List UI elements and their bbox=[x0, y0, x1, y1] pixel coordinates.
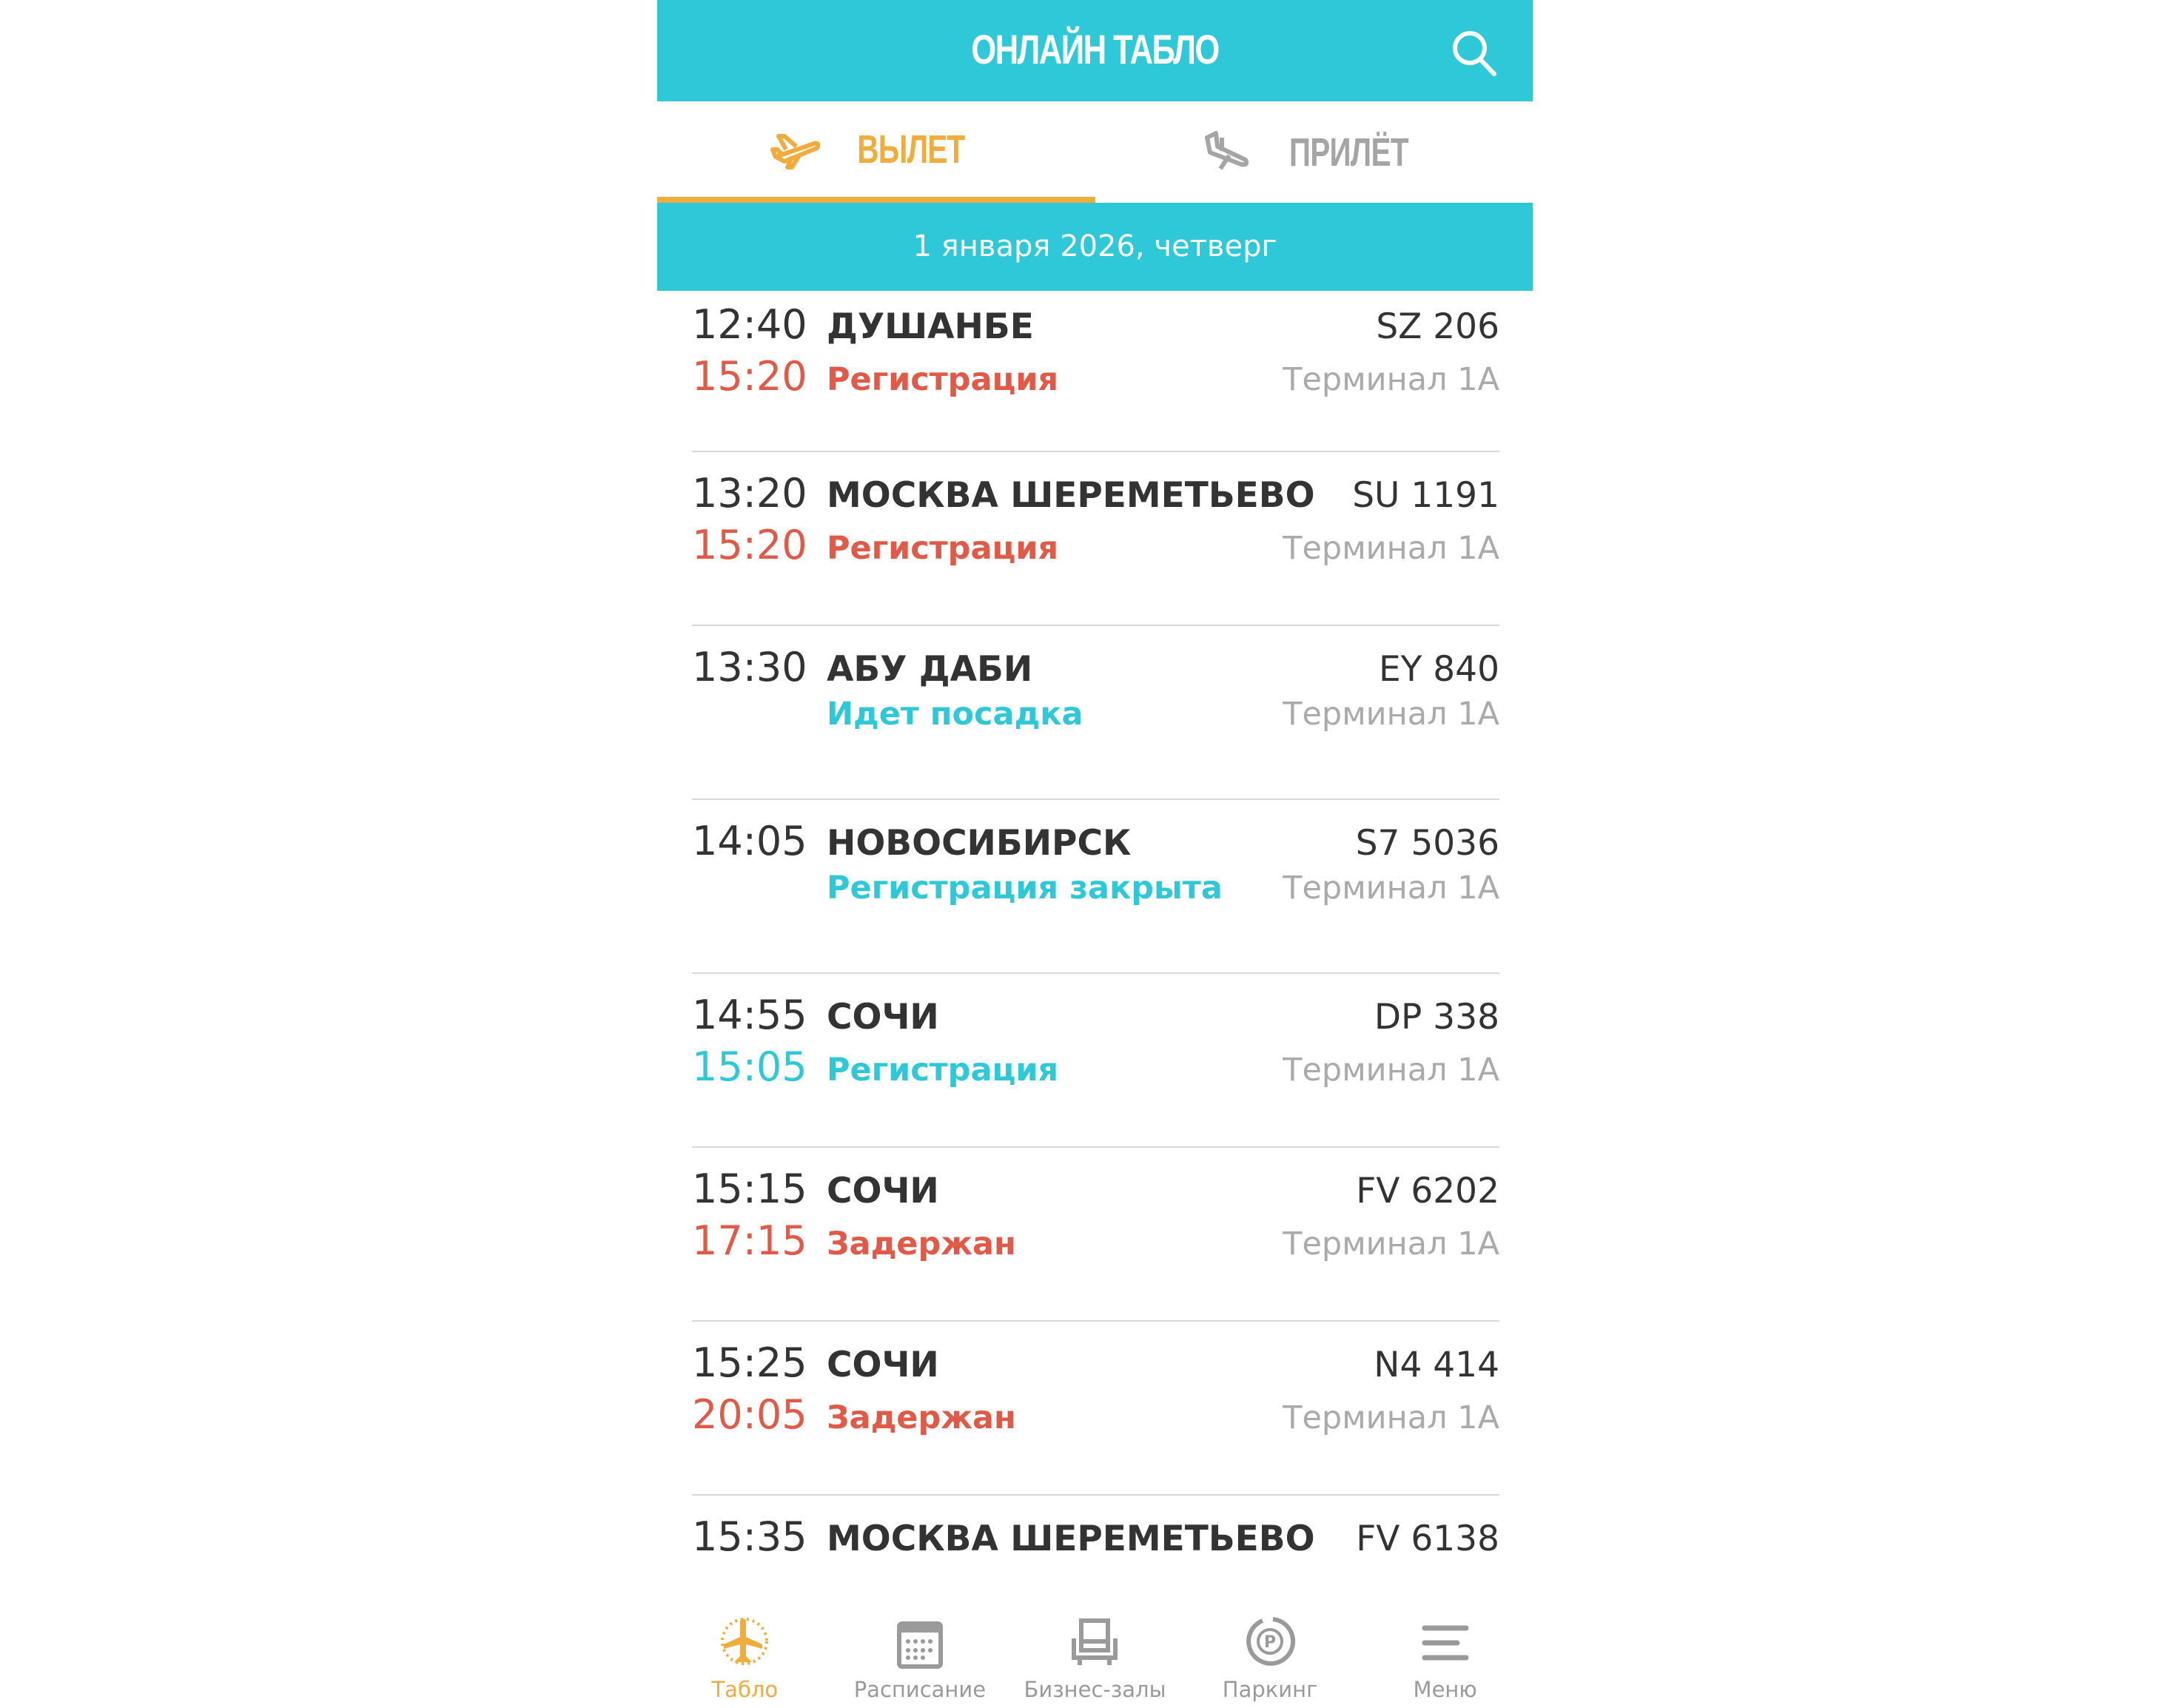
flight-row[interactable]: 14:05 НОВОСИБИРСК S7 5036 Регистрация закры… bbox=[657, 800, 1533, 974]
revised-time: 20:05 bbox=[692, 1391, 807, 1438]
flight-row[interactable]: 13:30 АБУ ДАБИ EY 840 Идет посадка Терминал … bbox=[657, 626, 1533, 800]
scheduled-time: 14:05 bbox=[692, 818, 807, 864]
nav-item-schedule[interactable]: Расписание bbox=[833, 1601, 1008, 1708]
nav-label: Меню bbox=[1413, 1677, 1477, 1702]
flight-row[interactable]: 13:20 МОСКВА ШЕРЕМЕТЬЕВО SU 1191 15:20 Регис… bbox=[657, 452, 1533, 626]
flight-number: DP 338 bbox=[1374, 997, 1499, 1038]
flight-number: FV 6202 bbox=[1356, 1171, 1499, 1211]
flight-list[interactable]: 12:40 ДУШАНБЕ SZ 206 15:20 Регистрация Термин… bbox=[657, 291, 1533, 1670]
destination: СОЧИ bbox=[827, 1171, 939, 1211]
flight-status: Регистрация bbox=[827, 361, 1059, 398]
flight-status: Задержан bbox=[827, 1399, 1016, 1436]
nav-label: Паркинг bbox=[1222, 1677, 1318, 1702]
plane-takeoff-icon bbox=[770, 133, 821, 169]
armchair-icon bbox=[1072, 1618, 1118, 1665]
tab-label: ПРИЛЁТ bbox=[1288, 130, 1409, 175]
destination: СОЧИ bbox=[827, 1345, 939, 1385]
svg-text:P: P bbox=[1264, 1633, 1276, 1652]
revised-time: 15:05 bbox=[692, 1043, 807, 1090]
destination: МОСКВА ШЕРЕМЕТЬЕВО bbox=[827, 1519, 1315, 1559]
terminal: Терминал 1А bbox=[1283, 530, 1499, 567]
destination: МОСКВА ШЕРЕМЕТЬЕВО bbox=[827, 475, 1315, 516]
flight-number: SU 1191 bbox=[1352, 475, 1499, 516]
tab-label: ВЫЛЕТ bbox=[857, 127, 965, 172]
scheduled-time: 13:20 bbox=[692, 470, 807, 517]
scheduled-time: 15:25 bbox=[692, 1339, 807, 1386]
row-divider bbox=[692, 972, 1499, 974]
revised-time: 15:20 bbox=[692, 522, 807, 568]
direction-tabs: ВЫЛЕТ ПРИЛЁТ bbox=[657, 101, 1533, 203]
flight-number: FV 6138 bbox=[1356, 1519, 1499, 1559]
terminal: Терминал 1А bbox=[1283, 1399, 1499, 1436]
tab-departure[interactable]: ВЫЛЕТ bbox=[657, 101, 1095, 203]
app-screen: ОНЛАЙН ТАБЛО ВЫЛЕТ ПРИЛЁТ 1 января 2026,… bbox=[657, 0, 1533, 1708]
tab-arrival[interactable]: ПРИЛЁТ bbox=[1095, 101, 1533, 203]
terminal: Терминал 1А bbox=[1283, 1225, 1499, 1262]
flight-row[interactable]: 12:40 ДУШАНБЕ SZ 206 15:20 Регистрация Термин… bbox=[657, 291, 1533, 452]
row-divider bbox=[692, 625, 1499, 626]
date-banner: 1 января 2026, четверг bbox=[657, 203, 1533, 291]
revised-time: 17:15 bbox=[692, 1217, 807, 1264]
flight-status: Регистрация закрыта bbox=[827, 870, 1223, 907]
nav-label: Табло bbox=[711, 1677, 779, 1702]
row-divider bbox=[692, 798, 1499, 800]
flight-status: Идет посадка bbox=[827, 696, 1083, 733]
scheduled-time: 15:35 bbox=[692, 1513, 807, 1560]
flight-row[interactable]: 15:15 СОЧИ FV 6202 17:15 Задержан Терминал 1А bbox=[657, 1148, 1533, 1322]
search-icon[interactable] bbox=[1448, 27, 1500, 78]
nav-item-board[interactable]: Табло bbox=[657, 1601, 833, 1708]
flight-number: EY 840 bbox=[1378, 649, 1499, 690]
flight-number: N4 414 bbox=[1374, 1345, 1499, 1385]
row-divider bbox=[692, 1494, 1499, 1496]
flight-number: S7 5036 bbox=[1355, 823, 1499, 864]
nav-label: Расписание bbox=[853, 1677, 987, 1702]
bottom-nav: Табло Расписание Бизнес-залы P Паркинг М… bbox=[657, 1601, 1533, 1708]
header: ОНЛАЙН ТАБЛО bbox=[657, 0, 1533, 101]
scheduled-time: 12:40 bbox=[692, 301, 807, 348]
calendar-icon bbox=[896, 1621, 943, 1669]
nav-label: Бизнес-залы bbox=[1024, 1677, 1166, 1702]
nav-item-parking[interactable]: P Паркинг bbox=[1183, 1601, 1358, 1708]
destination: СОЧИ bbox=[827, 997, 939, 1038]
menu-icon bbox=[1422, 1625, 1469, 1661]
destination: ДУШАНБЕ bbox=[827, 306, 1034, 347]
flight-status: Регистрация bbox=[827, 530, 1059, 567]
parking-icon: P bbox=[1246, 1617, 1296, 1666]
revised-time: 15:20 bbox=[692, 353, 807, 400]
scheduled-time: 13:30 bbox=[692, 644, 807, 690]
terminal: Терминал 1А bbox=[1283, 870, 1499, 907]
row-divider bbox=[692, 451, 1499, 452]
destination: АБУ ДАБИ bbox=[827, 649, 1033, 690]
terminal: Терминал 1А bbox=[1283, 1052, 1499, 1089]
nav-item-menu[interactable]: Меню bbox=[1357, 1601, 1533, 1708]
destination: НОВОСИБИРСК bbox=[827, 823, 1132, 864]
flight-row[interactable]: 14:55 СОЧИ DP 338 15:05 Регистрация Терминал … bbox=[657, 974, 1533, 1148]
scheduled-time: 14:55 bbox=[692, 992, 807, 1038]
nav-item-business-lounges[interactable]: Бизнес-залы bbox=[1007, 1601, 1183, 1708]
plane-landing-icon bbox=[1204, 130, 1249, 170]
flight-status: Задержан bbox=[827, 1225, 1016, 1262]
row-divider bbox=[692, 1320, 1499, 1322]
terminal: Терминал 1А bbox=[1283, 696, 1499, 733]
flight-status: Регистрация bbox=[827, 1052, 1059, 1089]
board-icon bbox=[721, 1618, 769, 1665]
terminal: Терминал 1А bbox=[1283, 361, 1499, 398]
page-title: ОНЛАЙН ТАБЛО bbox=[971, 26, 1220, 73]
flight-row[interactable]: 15:25 СОЧИ N4 414 20:05 Задержан Терминал 1А bbox=[657, 1322, 1533, 1496]
flight-number: SZ 206 bbox=[1376, 306, 1499, 347]
row-divider bbox=[692, 1146, 1499, 1148]
scheduled-time: 15:15 bbox=[692, 1166, 807, 1212]
